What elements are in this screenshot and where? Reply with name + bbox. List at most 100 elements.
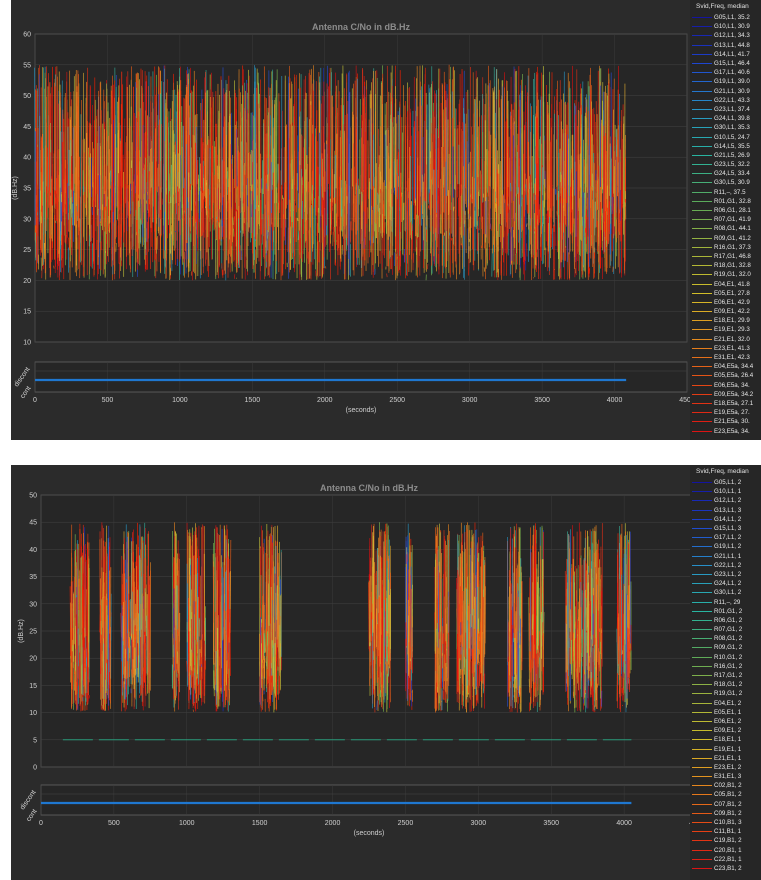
legend-label: E06,E1, 42.9	[714, 298, 750, 306]
series-trace	[300, 178, 303, 277]
legend-item: G21,L1, 1	[690, 552, 761, 561]
legend-swatch	[692, 573, 712, 575]
legend-swatch	[692, 518, 712, 520]
legend-label: G14,L1, 41.7	[714, 50, 750, 58]
series-trace	[122, 601, 124, 646]
legend-swatch	[692, 421, 712, 423]
series-traces	[69, 522, 632, 713]
chart-panel-top: Antenna C/No in dB.Hz 10 15 20 25 30 35 40 45 50 5…	[11, 0, 761, 440]
series-trace	[140, 637, 142, 678]
y-tick-label: 60	[23, 32, 31, 39]
legend-label: G14,L1, 2	[714, 515, 742, 523]
series-trace	[585, 228, 587, 233]
series-trace	[380, 536, 382, 673]
legend-item: R08,G1, 44.1	[690, 224, 761, 233]
series-trace	[74, 74, 77, 273]
series-trace	[336, 240, 338, 242]
series-trace	[537, 174, 539, 280]
series-trace	[310, 204, 312, 263]
legend-label: G21,L1, 1	[714, 552, 742, 560]
legend-swatch	[692, 210, 712, 212]
legend-item: R17,G1, 46.8	[690, 252, 761, 261]
series-trace	[41, 167, 43, 217]
series-trace	[377, 537, 379, 636]
legend-item: R16,G1, 2	[690, 662, 761, 671]
series-trace	[260, 79, 262, 235]
series-trace	[445, 608, 447, 633]
series-trace	[527, 141, 530, 230]
legend-label: G10,L5, 24.7	[714, 133, 750, 141]
series-trace	[413, 76, 415, 206]
series-trace	[450, 66, 452, 210]
legend-swatch	[692, 265, 712, 267]
series-trace	[475, 99, 477, 228]
legend-label: G24,L5, 33.4	[714, 170, 750, 178]
legend-swatch	[692, 665, 712, 667]
series-trace	[584, 609, 586, 644]
legend-label: G17,L1, 2	[714, 534, 742, 542]
legend-swatch	[692, 638, 712, 640]
legend-label: R06,G1, 2	[714, 616, 743, 624]
series-trace	[334, 155, 336, 198]
legend-item: G17,L1, 40.6	[690, 68, 761, 77]
legend-item: G22,L1, 2	[690, 561, 761, 570]
legend-label: E23,E1, 41.3	[714, 344, 750, 352]
series-trace	[453, 206, 455, 212]
legend-item: G12,L1, 2	[690, 496, 761, 505]
legend-label: G15,L1, 3	[714, 525, 742, 533]
legend-item: R09,G1, 41.2	[690, 234, 761, 243]
legend-label: G12,L1, 34.3	[714, 32, 750, 40]
series-trace	[448, 530, 450, 686]
legend-label: R11,–, 29	[714, 598, 741, 606]
y-tick-label: 10	[29, 710, 37, 717]
series-trace	[302, 147, 304, 262]
series-trace	[358, 185, 360, 265]
series-trace	[103, 129, 106, 195]
y-tick-label: 45	[29, 520, 37, 527]
legend-swatch	[692, 656, 712, 658]
series-trace	[588, 572, 590, 667]
legend-swatch	[692, 601, 712, 603]
series-trace	[423, 217, 425, 269]
legend-label: G12,L1, 2	[714, 497, 742, 505]
series-trace	[483, 597, 485, 689]
series-trace	[375, 176, 377, 239]
legend-swatch	[692, 610, 712, 612]
legend-item: G10,L5, 24.7	[690, 132, 761, 141]
legend-bottom: Svid,Freq, median G05,L1, 2 G10,L1, 1 G12,…	[690, 465, 761, 880]
series-trace	[505, 120, 507, 254]
legend-label: E05,E5a, 26.4	[714, 372, 754, 380]
legend-swatch	[692, 675, 712, 677]
legend-item: E21,E5a, 30.	[690, 417, 761, 426]
series-trace	[214, 528, 216, 652]
x-tick-label: 2000	[317, 397, 333, 404]
series-trace	[272, 599, 274, 657]
legend-label: R01,G1, 2	[714, 607, 743, 615]
legend-label: G30,L1, 2	[714, 589, 742, 597]
series-trace	[584, 670, 586, 672]
series-trace	[311, 185, 313, 204]
legend-item: E04,E1, 41.8	[690, 279, 761, 288]
series-trace	[270, 662, 273, 676]
series-trace	[54, 215, 56, 273]
series-trace	[109, 642, 111, 701]
series-trace	[407, 88, 409, 200]
series-trace	[387, 579, 389, 634]
series-trace	[415, 202, 417, 236]
series-trace	[559, 193, 562, 278]
series-trace	[246, 83, 248, 186]
legend-swatch	[692, 546, 712, 548]
series-trace	[340, 217, 342, 262]
legend-item: G30,L1, 35.3	[690, 123, 761, 132]
legend-item: E19,E5a, 27.	[690, 408, 761, 417]
series-trace	[108, 223, 110, 231]
series-trace	[580, 653, 582, 712]
legend-label: E04,E5a, 34.4	[714, 363, 754, 371]
legend-swatch	[692, 63, 712, 65]
legend-swatch	[692, 154, 712, 156]
series-trace	[68, 237, 70, 249]
legend-swatch	[692, 301, 712, 303]
series-trace	[626, 593, 628, 699]
series-trace	[532, 277, 535, 279]
series-trace	[603, 125, 605, 232]
